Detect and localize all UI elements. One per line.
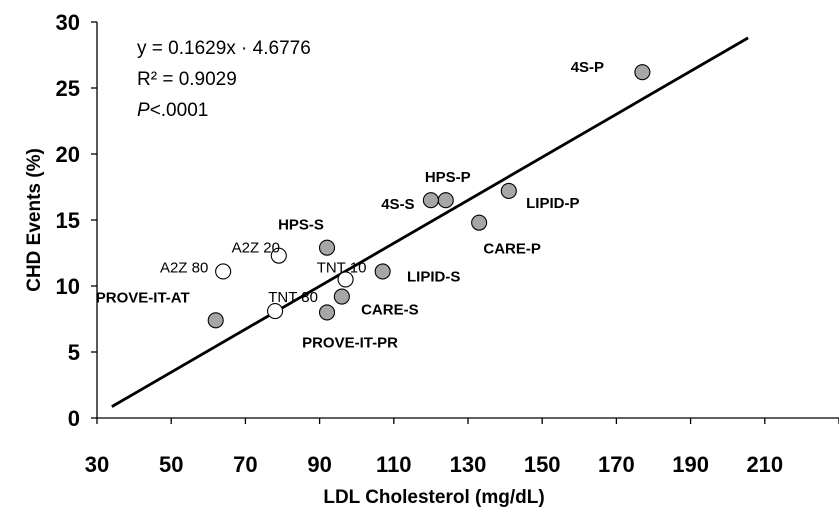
label-prove-it-at: PROVE-IT-AT <box>96 289 190 306</box>
y-tick-label-1: 5 <box>68 340 80 365</box>
label-hps-s: HPS-S <box>278 217 324 234</box>
points-group <box>207 64 651 329</box>
point-4s-s <box>422 192 439 209</box>
label-tnt-80: TNT 80 <box>268 289 318 306</box>
point-lipid-p <box>500 182 517 200</box>
x-tick-label-5: 130 <box>450 452 487 477</box>
p-value-italic: P <box>137 100 150 121</box>
y-tick-label-6: 30 <box>56 10 80 35</box>
label-care-s: CARE-S <box>361 302 419 319</box>
label-4s-s: 4S-S <box>381 196 414 213</box>
label-lipid-p: LIPID-P <box>526 195 579 212</box>
label-a2z-20: A2Z 20 <box>232 240 280 257</box>
point-care-s <box>333 288 350 305</box>
point-4s-p <box>634 64 651 81</box>
x-tick-label-1: 50 <box>159 452 183 477</box>
point-a2z-80 <box>215 263 232 280</box>
label-care-p: CARE-P <box>483 241 541 258</box>
trendline-group <box>111 36 749 408</box>
point-a2z-20 <box>270 247 287 264</box>
y-tick-label-0: 0 <box>68 406 80 431</box>
point-hps-p <box>437 192 454 209</box>
x-tick-label-2: 70 <box>233 452 257 477</box>
tick-labels: 0 5 10 15 20 25 30 30 50 70 90 110 130 150 170 190 210 <box>56 10 784 477</box>
label-tnt-10: TNT 10 <box>317 259 367 276</box>
x-tick-label-0: 30 <box>85 452 109 477</box>
y-tick-label-2: 10 <box>56 274 80 299</box>
equation-text: y = 0.1629x · 4.6776 <box>137 38 311 59</box>
x-tick-label-8: 190 <box>672 452 709 477</box>
label-a2z-80: A2Z 80 <box>160 259 208 276</box>
point-prove-it-pr <box>318 304 336 321</box>
point-tnt-10 <box>337 271 354 288</box>
y-axis-title: CHD Events (%) <box>24 148 45 292</box>
x-axis-title: LDL Cholesterol (mg/dL) <box>323 487 544 508</box>
label-prove-it-pr: PROVE-IT-PR <box>302 334 398 351</box>
r-squared-text: R² = 0.9029 <box>137 69 237 90</box>
trendline <box>111 36 749 408</box>
x-tick-label-3: 90 <box>307 452 331 477</box>
label-lipid-s: LIPID-S <box>407 268 460 285</box>
y-tick-label-4: 20 <box>56 142 80 167</box>
x-tick-label-4: 110 <box>376 452 412 477</box>
p-value-rest: <.0001 <box>150 100 209 121</box>
point-lipid-s <box>374 263 391 280</box>
label-4s-p: 4S-P <box>571 59 604 76</box>
point-care-p <box>471 214 488 231</box>
point-prove-it-at <box>207 312 224 329</box>
point-hps-s <box>318 239 336 256</box>
y-tick-label-5: 25 <box>56 76 80 101</box>
label-hps-p: HPS-P <box>425 169 471 186</box>
axes <box>91 21 839 424</box>
point-tnt-80 <box>267 303 284 320</box>
y-tick-label-3: 15 <box>56 208 80 233</box>
x-tick-label-6: 150 <box>524 452 561 477</box>
point-labels: 4S-P HPS-P 4S-S LIPID-P CARE-P HPS-S LIPID-S CA… <box>96 59 604 351</box>
x-tick-label-9: 210 <box>746 452 783 477</box>
x-tick-label-7: 170 <box>598 452 635 477</box>
p-value-text: P<.0001 <box>137 100 208 121</box>
